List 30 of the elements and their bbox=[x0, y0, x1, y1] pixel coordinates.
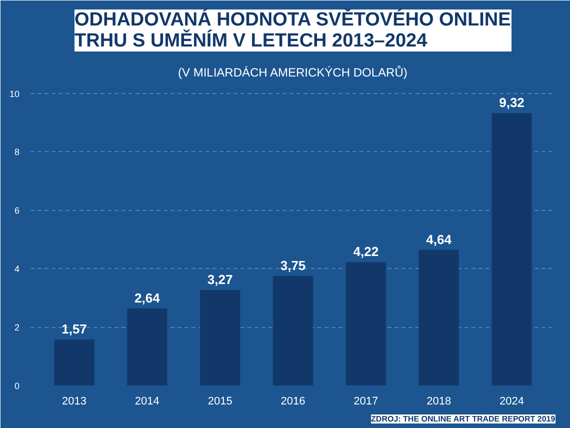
x-tick-label: 2013 bbox=[62, 396, 86, 408]
x-tick-label: 2024 bbox=[500, 396, 524, 408]
data-label: 1,57 bbox=[62, 322, 87, 337]
data-label: 4,22 bbox=[353, 244, 379, 260]
bar bbox=[127, 308, 168, 386]
data-label: 4,64 bbox=[426, 232, 452, 247]
bar bbox=[54, 340, 94, 386]
data-label: 3,75 bbox=[280, 258, 306, 273]
bar bbox=[346, 262, 386, 386]
data-label: 3,27 bbox=[207, 272, 233, 287]
x-tick-label: 2018 bbox=[426, 396, 452, 408]
bar bbox=[272, 276, 314, 386]
x-tick-label: 2016 bbox=[280, 396, 306, 408]
bar bbox=[200, 290, 240, 386]
bar bbox=[418, 250, 459, 386]
data-label: 9,32 bbox=[499, 95, 524, 110]
text: ZDROJ: THE ONLINE ART TRADE REPORT 2019 bbox=[371, 414, 556, 424]
x-tick-label: 2014 bbox=[134, 396, 160, 408]
y-tick-label: 4 bbox=[14, 264, 20, 274]
y-tick-label: 2 bbox=[14, 322, 20, 333]
y-tick-label: 10 bbox=[9, 88, 20, 99]
x-tick-label: 2015 bbox=[208, 396, 232, 408]
y-tick-label: 8 bbox=[14, 147, 20, 158]
bar bbox=[492, 113, 532, 386]
x-tick-label: 2017 bbox=[354, 396, 378, 408]
y-tick-label: 6 bbox=[14, 206, 20, 216]
y-tick-label: 0 bbox=[14, 381, 20, 391]
chart-title: ODHADOVANÁ HODNOTA SVĚTOVÉHO ONLINE TRHU S UMĚNÍM V LETECH 2013–2024 bbox=[74, 8, 511, 52]
data-label: 2,64 bbox=[134, 290, 161, 306]
chart-subtitle: (V MILIARDÁCH AMERICKÝCH DOLARŮ) bbox=[178, 66, 408, 80]
